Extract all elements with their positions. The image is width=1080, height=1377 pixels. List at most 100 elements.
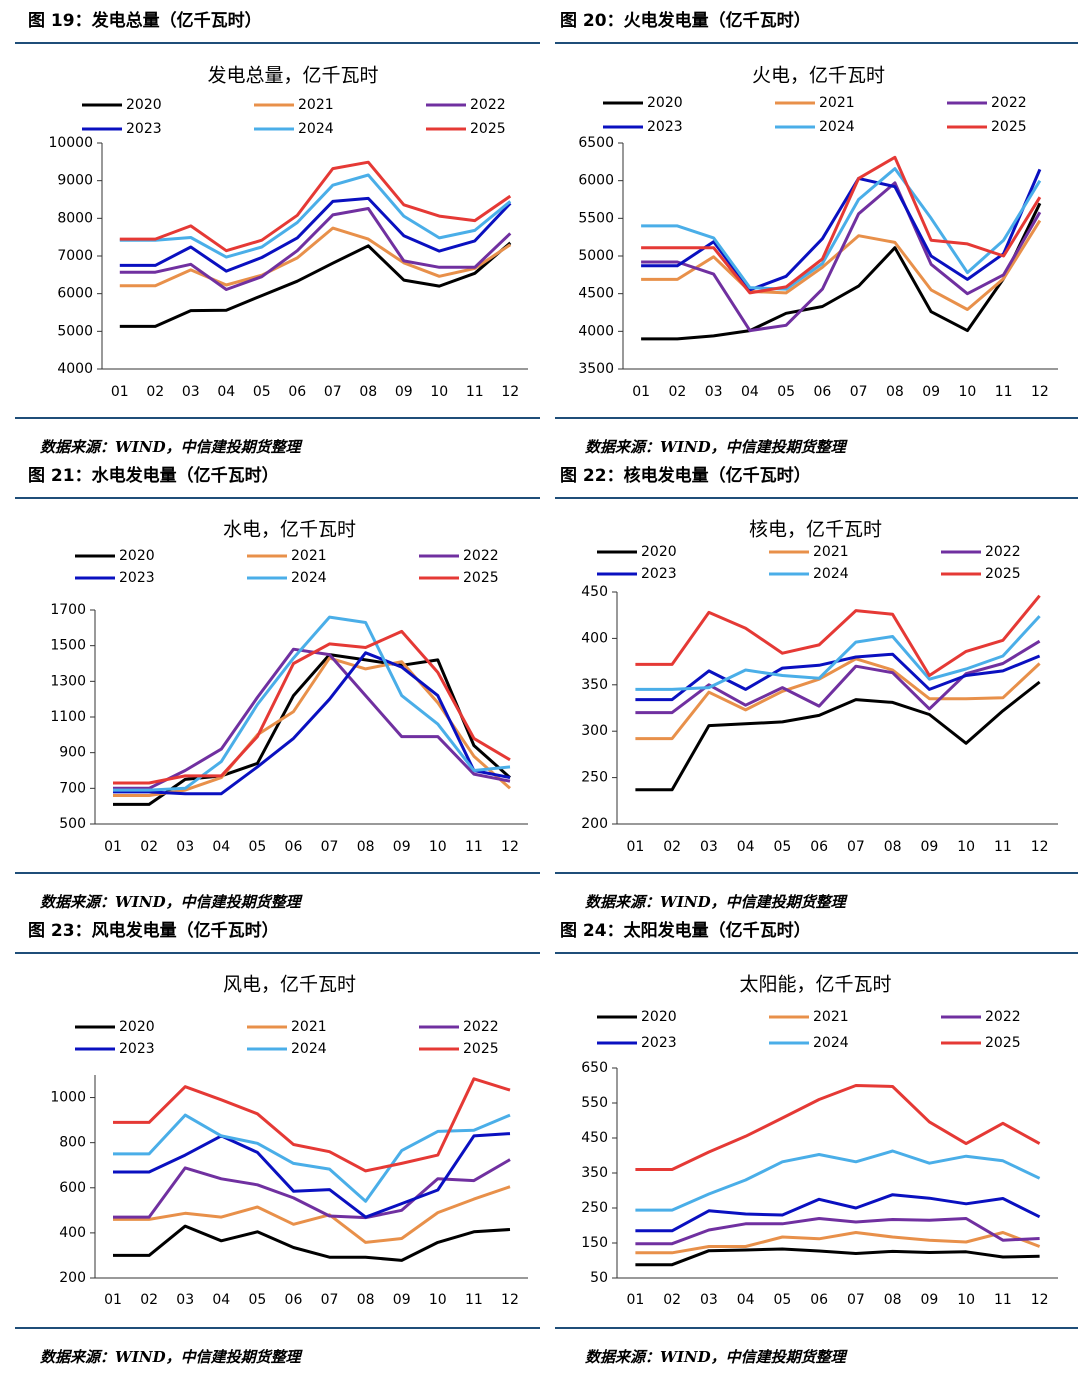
- y-tick-label: 400: [59, 1225, 86, 1241]
- legend-label: 2023: [126, 121, 162, 137]
- figure-caption: 图 22：核电发电量（亿千瓦时）: [560, 465, 811, 486]
- x-tick-label: 05: [248, 1292, 266, 1308]
- x-tick-label: 01: [104, 1292, 122, 1308]
- y-tick-label: 3500: [578, 361, 614, 377]
- legend-label: 2020: [119, 1019, 155, 1035]
- x-tick-label: 06: [288, 384, 306, 400]
- legend-label: 2024: [813, 566, 849, 582]
- legend-label: 2023: [119, 570, 155, 586]
- x-tick-label: 07: [321, 839, 339, 855]
- x-tick-label: 08: [884, 839, 902, 855]
- y-tick-label: 300: [581, 723, 608, 739]
- x-tick-label: 03: [182, 384, 200, 400]
- x-tick-label: 01: [111, 384, 129, 400]
- x-tick-label: 01: [632, 384, 650, 400]
- x-tick-label: 02: [146, 384, 164, 400]
- source-note: 数据来源：WIND，中信建投期货整理: [40, 1348, 304, 1366]
- x-tick-label: 08: [884, 1292, 902, 1308]
- y-tick-label: 250: [581, 770, 608, 786]
- series-line: [119, 207, 512, 291]
- y-tick-label: 450: [581, 584, 608, 600]
- series-line: [113, 1185, 511, 1244]
- x-tick-label: 04: [737, 839, 755, 855]
- legend-label: 2025: [470, 121, 506, 137]
- legend-label: 2025: [463, 570, 499, 586]
- x-tick-label: 04: [212, 839, 230, 855]
- x-tick-label: 02: [668, 384, 686, 400]
- source-note: 数据来源：WIND，中信建投期货整理: [40, 893, 304, 911]
- series-line: [113, 1113, 511, 1203]
- figure-caption: 图 24：太阳发电量（亿千瓦时）: [560, 920, 811, 941]
- x-tick-label: 03: [176, 839, 194, 855]
- x-tick-label: 02: [140, 839, 158, 855]
- x-tick-label: 03: [705, 384, 723, 400]
- legend-label: 2020: [119, 548, 155, 564]
- x-tick-label: 06: [810, 1292, 828, 1308]
- y-tick-label: 4000: [57, 361, 93, 377]
- x-tick-label: 09: [922, 384, 940, 400]
- x-tick-label: 01: [104, 839, 122, 855]
- legend-label: 2025: [985, 1035, 1021, 1051]
- series-line: [119, 160, 512, 253]
- legend-label: 2022: [463, 1019, 499, 1035]
- x-tick-label: 04: [737, 1292, 755, 1308]
- series-line: [641, 167, 1042, 291]
- legend-label: 2024: [291, 1041, 327, 1057]
- legend-label: 2023: [641, 566, 677, 582]
- x-tick-label: 09: [920, 1292, 938, 1308]
- legend-label: 2023: [647, 119, 683, 135]
- y-tick-label: 250: [581, 1200, 608, 1216]
- x-tick-label: 09: [920, 839, 938, 855]
- x-tick-label: 10: [429, 839, 447, 855]
- series-line: [635, 657, 1041, 741]
- y-tick-label: 10000: [48, 135, 93, 151]
- y-tick-label: 700: [59, 780, 86, 796]
- x-tick-label: 05: [773, 1292, 791, 1308]
- series-line: [113, 656, 511, 797]
- legend-label: 2024: [819, 119, 855, 135]
- series-line: [641, 168, 1042, 292]
- x-tick-label: 11: [995, 384, 1013, 400]
- y-tick-label: 1300: [50, 673, 86, 689]
- series-line: [635, 639, 1041, 715]
- x-tick-label: 12: [1031, 384, 1049, 400]
- legend-label: 2024: [813, 1035, 849, 1051]
- x-tick-label: 04: [212, 1292, 230, 1308]
- y-tick-label: 800: [59, 1135, 86, 1151]
- x-tick-label: 12: [501, 1292, 519, 1308]
- series-line: [635, 1231, 1041, 1255]
- chart-title: 太阳能，亿千瓦时: [739, 974, 891, 996]
- x-tick-label: 06: [810, 839, 828, 855]
- legend-label: 2024: [291, 570, 327, 586]
- figure-caption: 图 19：发电总量（亿千瓦时）: [28, 10, 262, 31]
- y-tick-label: 7000: [57, 248, 93, 264]
- legend-label: 2021: [291, 548, 327, 564]
- x-tick-label: 12: [1031, 839, 1049, 855]
- y-tick-label: 350: [581, 677, 608, 693]
- x-tick-label: 08: [357, 839, 375, 855]
- y-tick-label: 450: [581, 1130, 608, 1146]
- figure-caption: 图 23：风电发电量（亿千瓦时）: [28, 920, 279, 941]
- x-tick-label: 06: [813, 384, 831, 400]
- y-tick-label: 500: [59, 816, 86, 832]
- x-tick-label: 02: [663, 1292, 681, 1308]
- y-tick-label: 5000: [578, 248, 614, 264]
- series-line: [119, 241, 512, 328]
- y-tick-label: 6000: [578, 173, 614, 189]
- y-tick-label: 6000: [57, 286, 93, 302]
- chart-title: 风电，亿千瓦时: [223, 974, 356, 996]
- source-note: 数据来源：WIND，中信建投期货整理: [40, 438, 304, 456]
- legend-label: 2020: [126, 97, 162, 113]
- chart-title: 水电，亿千瓦时: [223, 519, 356, 541]
- x-tick-label: 08: [357, 1292, 375, 1308]
- y-tick-label: 650: [581, 1060, 608, 1076]
- x-tick-label: 02: [140, 1292, 158, 1308]
- series-line: [119, 173, 512, 259]
- legend-label: 2022: [985, 544, 1021, 560]
- series-line: [635, 1084, 1041, 1171]
- series-line: [113, 629, 511, 785]
- x-tick-label: 03: [700, 1292, 718, 1308]
- x-tick-label: 01: [626, 1292, 644, 1308]
- source-note: 数据来源：WIND，中信建投期货整理: [585, 438, 849, 456]
